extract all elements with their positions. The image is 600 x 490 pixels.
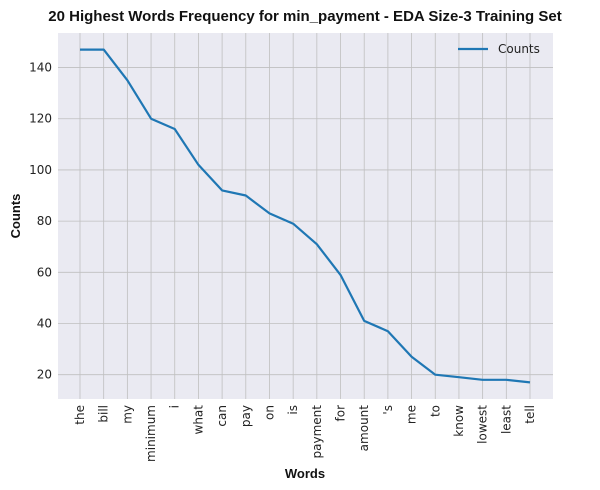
x-tick-label: for xyxy=(334,405,348,422)
x-tick-label: what xyxy=(191,405,205,435)
y-tick-label: 140 xyxy=(29,61,52,75)
x-tick-label: can xyxy=(215,405,229,427)
x-tick-label: know xyxy=(452,405,466,437)
y-tick-label: 40 xyxy=(37,316,52,330)
legend: Counts xyxy=(458,42,540,56)
x-tick-label: pay xyxy=(239,405,253,427)
x-tick-label: least xyxy=(499,405,513,434)
x-tick-label: payment xyxy=(310,405,324,459)
x-tick-label: minimum xyxy=(144,405,158,462)
x-tick-label: me xyxy=(405,405,419,424)
x-tick-label: on xyxy=(262,405,276,420)
plot-area xyxy=(58,33,553,399)
y-tick-labels: 20 40 60 80 100 120 140 xyxy=(29,61,52,382)
x-tick-label: i xyxy=(168,405,182,408)
chart-title: 20 Highest Words Frequency for min_payme… xyxy=(48,8,561,25)
x-tick-label: is xyxy=(286,405,300,415)
legend-entry-counts: Counts xyxy=(498,42,540,56)
x-tick-labels: the bill my minimum i what can pay on is payment fo… xyxy=(73,405,537,462)
x-tick-label: to xyxy=(428,405,442,417)
grid-lines xyxy=(58,33,553,399)
y-tick-label: 60 xyxy=(37,265,52,279)
x-tick-label: the xyxy=(73,405,87,425)
x-tick-label: 's xyxy=(381,405,395,415)
x-tick-label: tell xyxy=(523,405,537,424)
x-tick-label: amount xyxy=(357,405,371,452)
y-tick-label: 20 xyxy=(37,368,52,382)
x-tick-label: my xyxy=(120,405,134,424)
x-tick-label: bill xyxy=(97,405,111,423)
x-tick-label: lowest xyxy=(476,405,490,444)
y-tick-label: 100 xyxy=(29,163,52,177)
series-line-counts xyxy=(80,48,531,384)
x-axis-label: Words xyxy=(285,466,325,481)
y-tick-label: 80 xyxy=(37,214,52,228)
y-axis-label: Counts xyxy=(8,194,23,239)
y-tick-label: 120 xyxy=(29,112,52,126)
